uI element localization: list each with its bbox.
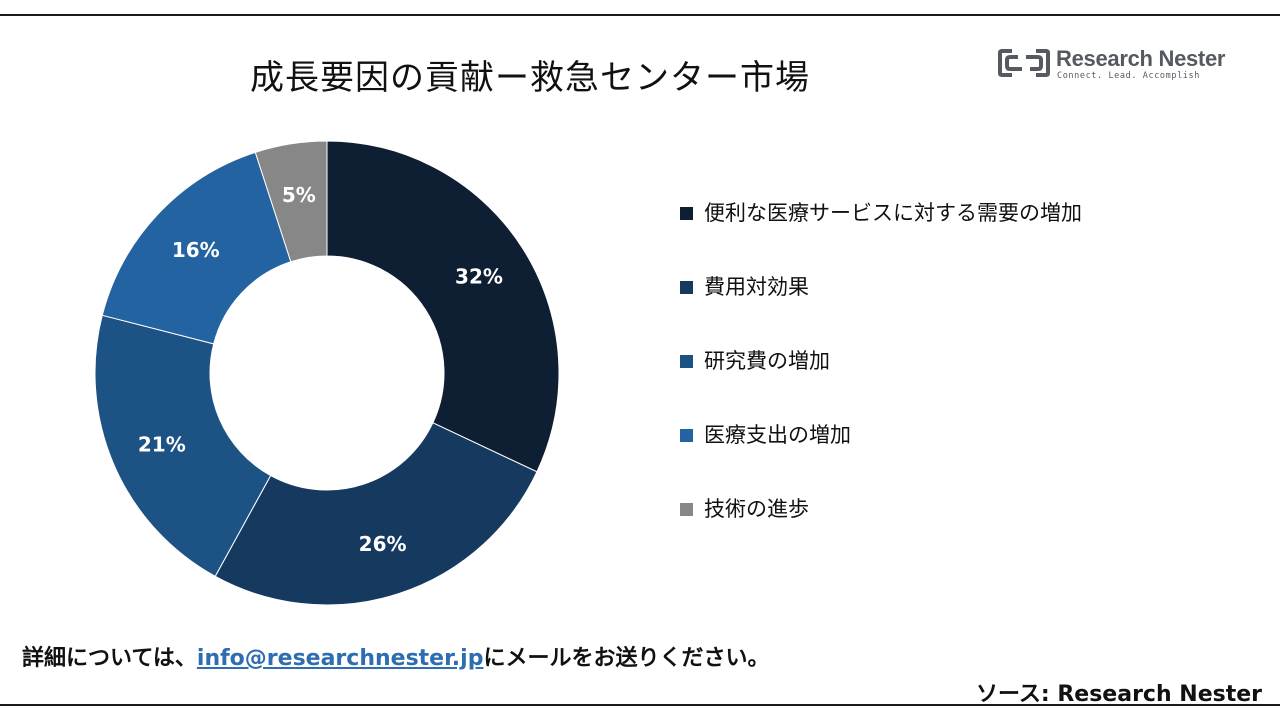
source-credit: ソース: Research Nester (975, 682, 1262, 707)
legend-swatch (680, 503, 693, 516)
logo-name: Research Nester (1056, 46, 1226, 71)
legend-swatch (680, 429, 693, 442)
legend-swatch (680, 207, 693, 220)
logo-icon (998, 49, 1050, 77)
donut-chart: 32% 26% 21% 16% 5% (80, 130, 580, 620)
slice-value-label: 32% (455, 265, 503, 289)
legend-swatch (680, 281, 693, 294)
top-rule (0, 14, 1280, 16)
donut-slice (101, 151, 292, 345)
research-nester-logo: Research Nester Connect. Lead. Accomplis… (998, 46, 1228, 86)
slice-value-label: 21% (138, 432, 186, 456)
contact-suffix: にメールをお送りください。 (483, 646, 770, 671)
slice-value-label: 5% (282, 183, 316, 207)
legend-label: 研究費の増加 (704, 349, 830, 373)
logo-tagline: Connect. Lead. Accomplish (1057, 71, 1200, 81)
contact-prefix: 詳細については、 (22, 646, 197, 671)
chart-title: 成長要因の貢献ー救急センター市場 (250, 58, 810, 98)
legend-swatch (680, 355, 693, 368)
donut-slice (94, 314, 272, 577)
contact-note: 詳細については、info@researchnester.jpにメールをお送りくだ… (22, 640, 769, 672)
legend-label: 費用対効果 (704, 275, 809, 299)
legend-label: 技術の進歩 (704, 497, 809, 521)
bottom-rule (0, 704, 1280, 706)
legend-label: 便利な医療サービスに対する需要の増加 (704, 201, 1082, 225)
contact-email-link[interactable]: info@researchnester.jp (196, 646, 484, 671)
donut-slice (254, 140, 328, 263)
slice-value-label: 16% (172, 238, 220, 262)
donut-slice (214, 422, 538, 606)
legend-label: 医療支出の増加 (704, 423, 851, 447)
donut-slice (326, 140, 560, 473)
donut-chart-svg: 32% 26% 21% 16% 5% (94, 140, 560, 606)
slice-value-label: 26% (359, 532, 407, 556)
